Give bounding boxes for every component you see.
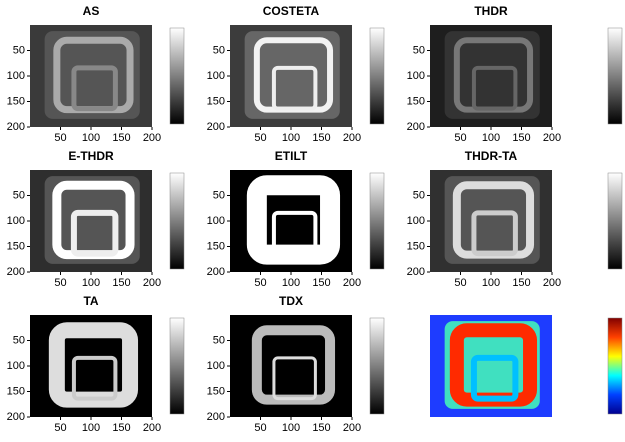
x-tick-label: 50 [454,277,466,289]
x-tick-label: 200 [343,422,361,434]
colorbar [370,318,384,414]
y-tick-label: 150 [207,95,225,107]
y-tick-label: 200 [7,266,25,278]
x-tick-label: 200 [343,277,361,289]
colorbar [370,173,384,269]
x-tick-label: 50 [254,277,266,289]
colorbar [608,28,622,124]
y-tick-label: 100 [7,70,25,82]
x-tick-label: 100 [482,132,500,144]
y-tick-label: 200 [207,266,225,278]
x-tick-label: 100 [282,132,300,144]
x-tick-label: 50 [54,132,66,144]
y-tick-label: 150 [7,95,25,107]
x-tick-label: 150 [312,422,330,434]
y-tick-label: 100 [207,360,225,372]
panel-title: THDR-TA [465,149,518,163]
x-tick-label: 100 [282,277,300,289]
y-tick-label: 50 [213,44,225,56]
colorbar [608,173,622,269]
x-tick-label: 100 [282,422,300,434]
x-tick-label: 150 [512,277,530,289]
x-tick-label: 200 [543,132,561,144]
x-tick-label: 200 [543,277,561,289]
x-tick-label: 150 [112,132,130,144]
x-tick-label: 50 [54,277,66,289]
y-tick-label: 50 [13,44,25,56]
y-tick-label: 150 [407,240,425,252]
colorbar [608,318,622,414]
x-tick-label: 150 [112,422,130,434]
y-tick-label: 200 [207,411,225,423]
panel-title: AS [83,4,100,18]
colorbar [170,173,184,269]
y-tick-label: 200 [407,266,425,278]
x-tick-label: 150 [312,132,330,144]
x-tick-label: 50 [54,422,66,434]
x-tick-label: 150 [312,277,330,289]
y-tick-label: 150 [207,385,225,397]
y-tick-label: 50 [413,189,425,201]
y-tick-label: 100 [407,70,425,82]
y-tick-label: 200 [7,411,25,423]
x-tick-label: 100 [82,277,100,289]
colorbar [370,28,384,124]
x-tick-label: 200 [143,422,161,434]
y-tick-label: 50 [213,189,225,201]
x-tick-label: 100 [82,422,100,434]
y-tick-label: 200 [7,121,25,133]
y-tick-label: 150 [407,95,425,107]
y-tick-label: 50 [13,334,25,346]
y-tick-label: 150 [7,240,25,252]
x-tick-label: 50 [454,132,466,144]
y-tick-label: 100 [207,70,225,82]
y-tick-label: 100 [7,215,25,227]
x-tick-label: 50 [254,132,266,144]
panel-title: TDX [279,294,303,308]
y-tick-label: 150 [7,385,25,397]
y-tick-label: 150 [207,240,225,252]
x-tick-label: 200 [143,132,161,144]
panel-title: E-THDR [68,149,114,163]
colorbar [170,318,184,414]
y-tick-label: 200 [207,121,225,133]
x-tick-label: 200 [143,277,161,289]
panel-title: ETILT [275,149,308,163]
y-tick-label: 50 [213,334,225,346]
y-tick-label: 50 [13,189,25,201]
x-tick-label: 100 [82,132,100,144]
y-tick-label: 100 [407,215,425,227]
x-tick-label: 50 [254,422,266,434]
colorbar [170,28,184,124]
x-tick-label: 150 [112,277,130,289]
x-tick-label: 150 [512,132,530,144]
x-tick-label: 100 [482,277,500,289]
y-tick-label: 50 [413,44,425,56]
panel-title: THDR [474,4,508,18]
page: AS 50 100 150 200 50 100 150 200 COSTETA 50 100 150 2… [0,0,625,442]
panel-title: COSTETA [263,4,320,18]
y-tick-label: 200 [407,121,425,133]
figure: AS 50 100 150 200 50 100 150 200 COSTETA 50 100 150 2… [0,0,625,437]
x-tick-label: 200 [343,132,361,144]
panel-title: TA [83,294,98,308]
y-tick-label: 100 [207,215,225,227]
y-tick-label: 100 [7,360,25,372]
